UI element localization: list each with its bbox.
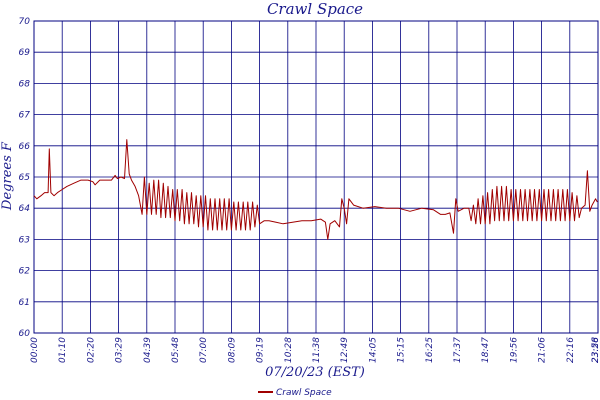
y-tick-label: 63 <box>19 235 31 245</box>
series-layer <box>33 139 598 240</box>
x-tick-label: 19:56 <box>509 337 519 363</box>
x-axis-label: 07/20/23 (EST) <box>265 365 365 380</box>
y-tick-label: 61 <box>19 298 30 308</box>
x-tick-label: 05:48 <box>171 337 181 363</box>
x-tick-label: 03:29 <box>115 337 125 363</box>
y-tick-labels: 60 61 62 63 64 65 66 67 68 69 70 <box>19 17 31 339</box>
y-axis-label: Degrees F <box>0 141 15 211</box>
y-tick-label: 65 <box>19 173 31 183</box>
x-tick-label: 07:00 <box>199 337 209 363</box>
x-tick-label: 10:28 <box>284 337 294 363</box>
x-tick-label: 02:20 <box>86 337 96 363</box>
x-tick-label: 08:09 <box>227 337 237 363</box>
x-tick-label: 17:37 <box>453 337 463 363</box>
grid-lines <box>33 20 599 334</box>
y-tick-label: 62 <box>19 267 31 277</box>
x-tick-label: 15:15 <box>397 337 407 363</box>
x-tick-label: 14:05 <box>368 337 378 363</box>
x-tick-label: 23:26 <box>591 337 600 363</box>
x-tick-label: 09:19 <box>256 337 266 363</box>
y-tick-label: 66 <box>19 142 31 152</box>
y-tick-label: 70 <box>19 17 31 27</box>
x-tick-label: 01:10 <box>58 337 68 363</box>
x-tick-label: 23:58 <box>591 337 600 363</box>
y-tick-label: 64 <box>19 204 31 214</box>
x-tick-labels: 00:00 01:10 02:20 03:29 04:39 05:48 07:00 08:09… <box>30 337 600 363</box>
x-tick-label: 22:16 <box>566 337 576 363</box>
x-tick-label: 18:47 <box>481 337 491 363</box>
x-tick-label: 04:39 <box>143 337 153 363</box>
legend: Crawl Space <box>258 388 332 398</box>
chart-title: Crawl Space <box>267 0 363 18</box>
x-tick-label: 12:49 <box>340 337 350 363</box>
legend-label-crawl-space: Crawl Space <box>276 388 332 398</box>
y-tick-label: 68 <box>19 79 31 89</box>
x-tick-label: 21:06 <box>538 337 548 363</box>
series-line-crawl-space <box>33 139 598 240</box>
y-tick-label: 67 <box>19 111 31 121</box>
x-tick-label: 11:38 <box>312 337 322 363</box>
x-tick-label: 16:25 <box>425 337 435 363</box>
y-tick-label: 60 <box>19 329 31 339</box>
y-tick-label: 69 <box>19 48 31 58</box>
x-tick-label: 00:00 <box>30 337 40 363</box>
